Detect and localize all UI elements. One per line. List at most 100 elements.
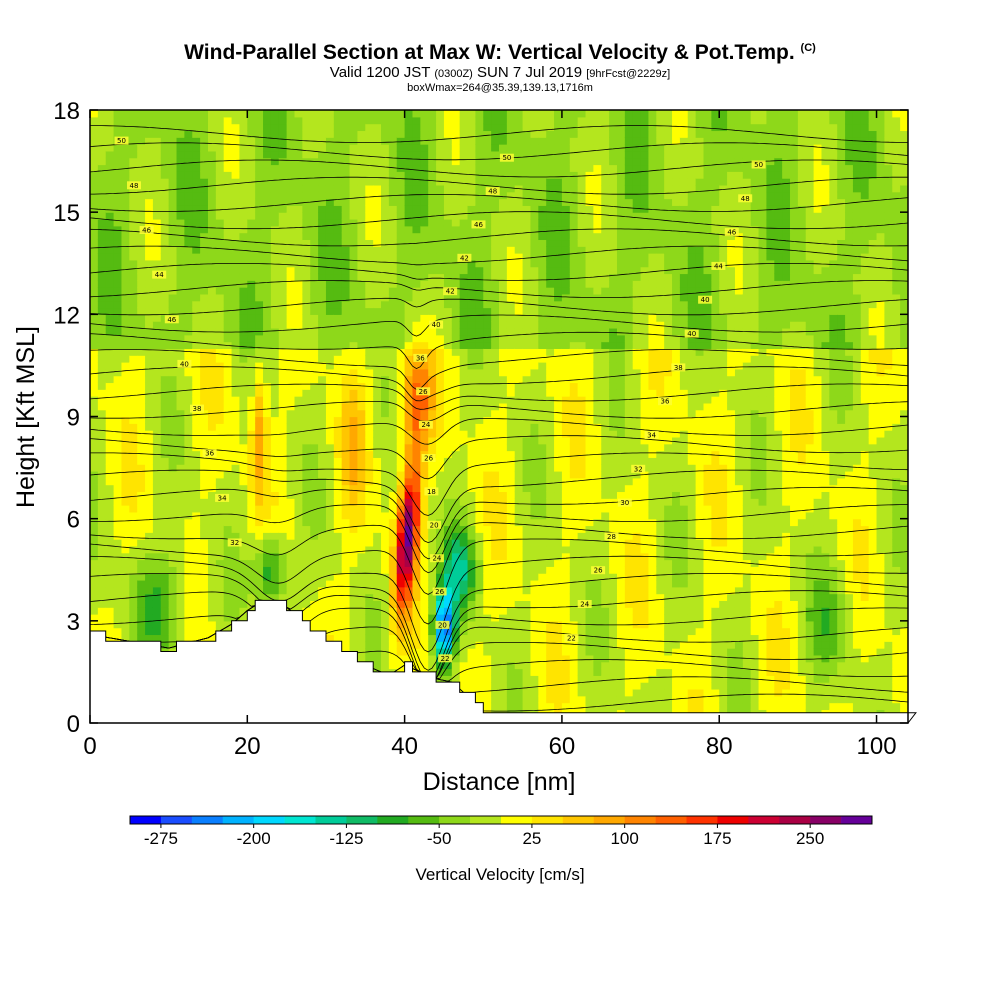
velocity-cell xyxy=(215,620,225,629)
velocity-cell xyxy=(239,362,248,370)
velocity-cell xyxy=(176,545,185,554)
velocity-cell xyxy=(231,178,241,186)
velocity-cell xyxy=(168,627,178,636)
velocity-cell xyxy=(467,498,477,506)
velocity-cell xyxy=(270,430,280,438)
velocity-cell xyxy=(263,586,272,595)
velocity-cell xyxy=(310,368,319,377)
velocity-cell xyxy=(333,287,343,295)
velocity-cell xyxy=(506,436,516,445)
velocity-cell xyxy=(160,232,170,241)
velocity-cell xyxy=(310,239,319,247)
velocity-cell xyxy=(412,184,421,193)
velocity-cell xyxy=(302,362,311,370)
velocity-cell xyxy=(412,634,421,642)
velocity-cell xyxy=(247,368,256,377)
velocity-cell xyxy=(160,573,170,581)
velocity-cell xyxy=(286,171,296,179)
velocity-cell xyxy=(420,218,429,227)
velocity-cell xyxy=(341,511,351,520)
velocity-cell xyxy=(184,491,193,499)
velocity-cell xyxy=(341,436,351,445)
velocity-cell xyxy=(255,402,264,411)
velocity-cell xyxy=(325,634,335,642)
velocity-cell xyxy=(200,416,209,424)
velocity-cell xyxy=(105,246,115,254)
velocity-cell xyxy=(168,409,178,418)
velocity-cell xyxy=(318,218,327,227)
velocity-cell xyxy=(333,430,343,438)
velocity-cell xyxy=(105,389,115,397)
velocity-cell xyxy=(420,600,429,608)
velocity-cell xyxy=(113,450,123,458)
velocity-cell xyxy=(200,545,209,554)
velocity-cell xyxy=(349,511,359,520)
velocity-cell xyxy=(475,443,484,452)
velocity-cell xyxy=(365,341,374,349)
velocity-cell xyxy=(404,532,414,540)
velocity-cell xyxy=(145,205,154,213)
velocity-cell xyxy=(239,573,248,581)
velocity-cell xyxy=(200,436,209,445)
velocity-cell xyxy=(278,396,288,404)
velocity-cell xyxy=(145,416,154,424)
velocity-cell xyxy=(97,307,107,315)
velocity-cell xyxy=(121,348,130,356)
velocity-cell xyxy=(428,579,437,588)
velocity-cell xyxy=(176,225,185,234)
velocity-cell xyxy=(113,566,123,574)
velocity-cell xyxy=(333,116,343,125)
velocity-cell xyxy=(396,273,406,281)
velocity-cell xyxy=(522,634,532,642)
velocity-cell xyxy=(310,409,319,418)
velocity-cell xyxy=(475,259,484,268)
velocity-cell xyxy=(396,212,406,220)
velocity-cell xyxy=(223,470,233,479)
velocity-cell xyxy=(207,600,217,608)
velocity-cell xyxy=(207,300,217,309)
velocity-cell xyxy=(129,416,138,424)
velocity-cell xyxy=(436,355,445,363)
velocity-cell xyxy=(341,620,351,629)
velocity-cell xyxy=(404,157,414,166)
velocity-cell xyxy=(200,505,209,513)
velocity-cell xyxy=(263,355,272,363)
velocity-cell xyxy=(200,341,209,349)
velocity-cell xyxy=(357,246,366,254)
velocity-cell xyxy=(514,198,524,206)
velocity-cell xyxy=(467,110,477,118)
velocity-cell xyxy=(467,634,477,642)
velocity-cell xyxy=(145,396,154,404)
velocity-cell xyxy=(129,518,138,527)
velocity-cell xyxy=(200,280,209,288)
velocity-cell xyxy=(145,212,154,220)
velocity-cell xyxy=(294,498,303,506)
velocity-cell xyxy=(325,341,335,349)
velocity-cell xyxy=(357,314,366,322)
velocity-cell xyxy=(263,436,272,445)
velocity-cell xyxy=(373,212,382,220)
velocity-cell xyxy=(215,348,225,356)
velocity-cell xyxy=(341,266,351,275)
velocity-cell xyxy=(420,627,429,636)
velocity-cell xyxy=(491,586,500,595)
velocity-cell xyxy=(396,130,406,138)
velocity-cell xyxy=(404,457,414,465)
velocity-cell xyxy=(396,157,406,166)
velocity-cell xyxy=(310,232,319,241)
velocity-cell xyxy=(333,375,343,384)
velocity-cell xyxy=(255,416,264,424)
velocity-cell xyxy=(412,552,421,561)
velocity-cell xyxy=(176,498,185,506)
velocity-cell xyxy=(223,382,233,390)
velocity-cell xyxy=(207,144,217,152)
velocity-cell xyxy=(428,614,437,622)
velocity-cell xyxy=(325,525,335,533)
velocity-cell xyxy=(467,470,477,479)
velocity-cell xyxy=(239,184,248,193)
velocity-cell xyxy=(215,130,225,138)
velocity-cell xyxy=(207,579,217,588)
velocity-cell xyxy=(491,505,500,513)
velocity-cell xyxy=(247,525,256,533)
velocity-cell xyxy=(129,477,138,486)
